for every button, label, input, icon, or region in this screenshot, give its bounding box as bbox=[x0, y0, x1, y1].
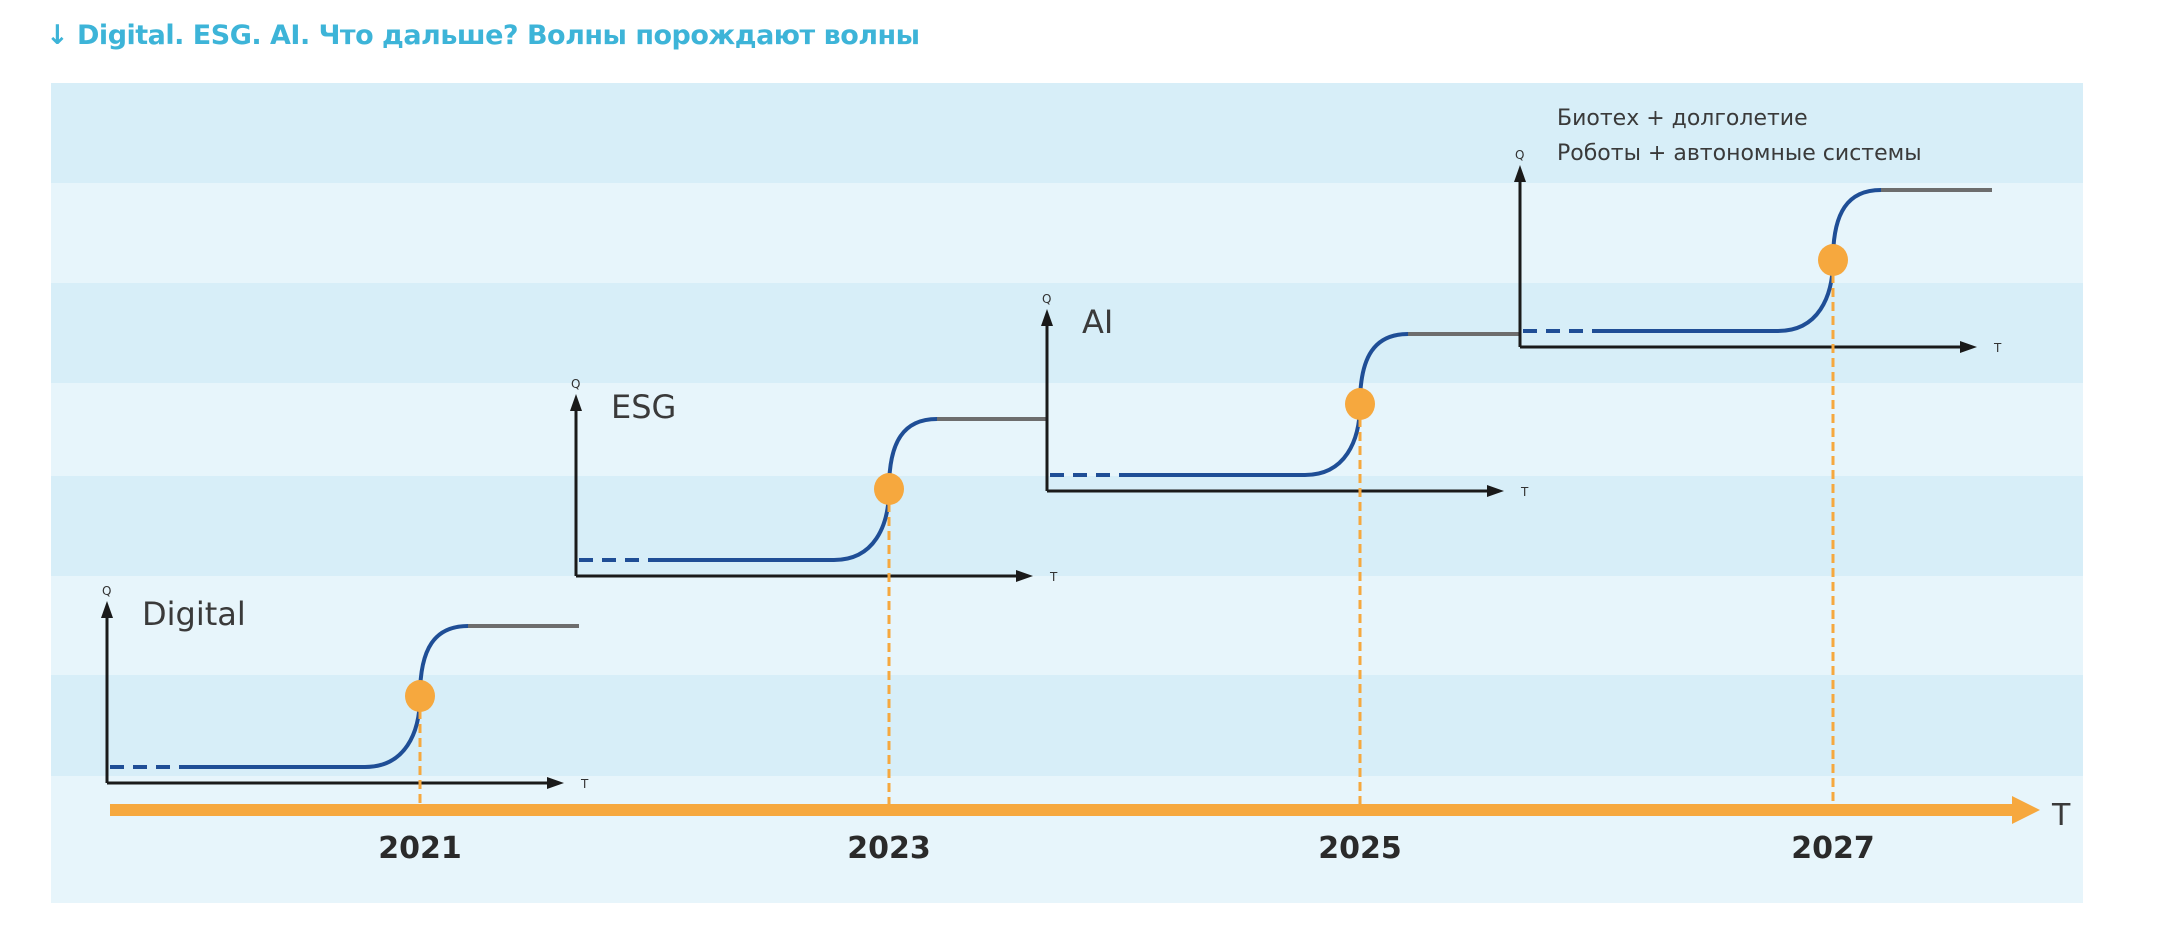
wave-x-axis-label: T bbox=[580, 777, 589, 791]
wave-label-line: Биотех + долголетие bbox=[1557, 106, 1808, 131]
background-band bbox=[51, 183, 2083, 283]
wave-year-label: 2025 bbox=[1318, 831, 1402, 866]
wave-3: Q T 2025 AI bbox=[1041, 292, 1529, 866]
wave-y-axis-label: Q bbox=[1042, 292, 1051, 306]
wave-x-axis-label: T bbox=[1049, 570, 1058, 584]
wave-year-label: 2027 bbox=[1791, 831, 1875, 866]
wave-year-label: 2023 bbox=[847, 831, 931, 866]
background-band bbox=[51, 476, 2083, 576]
background-band bbox=[51, 383, 2083, 476]
wave-x-arrowhead bbox=[1487, 485, 1504, 497]
background-bands bbox=[51, 83, 2083, 903]
wave-y-arrowhead bbox=[101, 601, 113, 618]
wave-x-axis-label: T bbox=[1993, 341, 2002, 355]
wave-2: Q T 2023 ESG bbox=[570, 377, 1058, 866]
timeline-bar bbox=[110, 804, 2015, 816]
diagram-title: ↓ Digital. ESG. AI. Что дальше? Волны по… bbox=[46, 20, 920, 51]
wave-1: Q T 2021 Digital bbox=[101, 584, 589, 866]
background-band bbox=[51, 675, 2083, 776]
wave-inflection-point bbox=[1818, 244, 1848, 276]
wave-year-label: 2021 bbox=[378, 831, 462, 866]
wave-y-arrowhead bbox=[1514, 165, 1526, 182]
wave-x-arrowhead bbox=[1016, 570, 1033, 582]
wave-4: Q T 2027 Биотех + долголетие Роботы + автоно… bbox=[1514, 106, 2002, 866]
wave-inflection-point bbox=[874, 473, 904, 505]
wave-y-axis-label: Q bbox=[1515, 148, 1524, 162]
wave-y-arrowhead bbox=[1041, 309, 1053, 326]
background-band bbox=[51, 576, 2083, 675]
timeline-arrowhead bbox=[2012, 796, 2040, 824]
background-band bbox=[51, 83, 2083, 183]
main-axis-label: T bbox=[2051, 798, 2071, 833]
main-timeline bbox=[110, 796, 2040, 824]
background-band bbox=[51, 283, 2083, 383]
wave-label: AI bbox=[1082, 303, 1113, 341]
wave-x-arrowhead bbox=[1960, 341, 1977, 353]
wave-label: ESG bbox=[611, 388, 676, 426]
background-band bbox=[51, 776, 2083, 903]
wave-x-arrowhead bbox=[547, 777, 564, 789]
wave-y-arrowhead bbox=[570, 394, 582, 411]
wave-inflection-point bbox=[1345, 388, 1375, 420]
wave-y-axis-label: Q bbox=[571, 377, 580, 391]
waves-group: Q T 2021 Digital Q T 2023 ESG Q T 2025 AI Q T 2027 Биот… bbox=[101, 106, 2002, 866]
wave-y-axis-label: Q bbox=[102, 584, 111, 598]
wave-label-line: Роботы + автономные системы bbox=[1557, 141, 1922, 166]
wave-label: Digital bbox=[142, 595, 246, 633]
wave-inflection-point bbox=[405, 680, 435, 712]
wave-x-axis-label: T bbox=[1520, 485, 1529, 499]
